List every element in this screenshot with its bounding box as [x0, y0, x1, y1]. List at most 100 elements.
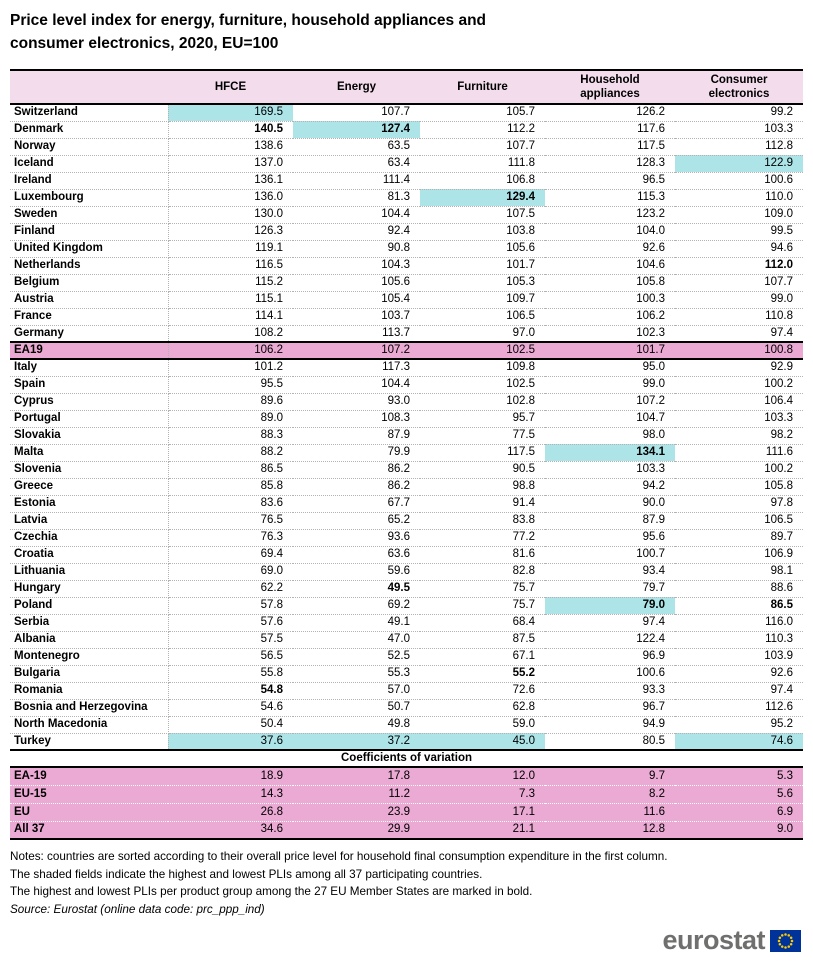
header-row: HFCE Energy Furniture Household applianc…	[10, 68, 803, 106]
row-label: Latvia	[10, 512, 169, 530]
row-label: Poland	[10, 597, 169, 615]
title-line-2: consumer electronics, 2020, EU=100	[10, 35, 279, 53]
value-cell: 62.8	[420, 699, 545, 717]
value-cell: 62.2	[168, 580, 293, 598]
value-cell: 95.6	[545, 529, 675, 547]
row-label: Iceland	[10, 155, 169, 173]
value-cell: 105.6	[420, 240, 545, 258]
table-row: Netherlands 116.5 104.3 101.7 104.6 112.0	[10, 257, 803, 275]
value-cell: 95.5	[168, 376, 293, 394]
value-cell: 107.2	[293, 341, 420, 361]
value-cell: 86.5	[168, 461, 293, 479]
row-label: France	[10, 308, 169, 326]
value-cell: 87.9	[293, 427, 420, 445]
value-cell: 129.4	[420, 189, 545, 207]
row-label: Hungary	[10, 580, 169, 598]
value-cell: 98.2	[675, 427, 803, 445]
value-cell: 103.3	[545, 461, 675, 479]
value-cell: 99.0	[545, 376, 675, 394]
value-cell: 81.3	[293, 189, 420, 207]
value-cell: 106.5	[420, 308, 545, 326]
value-cell: 45.0	[420, 733, 545, 751]
value-cell: 106.2	[168, 341, 293, 361]
value-cell: 49.1	[293, 614, 420, 632]
table-row: Croatia 69.4 63.6 81.6 100.7 106.9	[10, 546, 803, 564]
row-label: Ireland	[10, 172, 169, 190]
value-cell: 98.0	[545, 427, 675, 445]
value-cell: 50.4	[168, 716, 293, 734]
value-cell: 88.3	[168, 427, 293, 445]
value-cell: 87.5	[420, 631, 545, 649]
value-cell: 106.5	[675, 512, 803, 530]
row-label: Montenegro	[10, 648, 169, 666]
notes-block: Notes: countries are sorted according to…	[10, 848, 813, 918]
value-cell: 103.7	[293, 308, 420, 326]
table-row: North Macedonia 50.4 49.8 59.0 94.9 95.2	[10, 716, 803, 734]
value-cell: 92.9	[675, 359, 803, 377]
cv-row: EU 26.8 23.9 17.1 11.6 6.9	[10, 803, 803, 822]
value-cell: 92.4	[293, 223, 420, 241]
table-row: Turkey 37.6 37.2 45.0 80.5 74.6	[10, 733, 803, 751]
value-cell: 54.8	[168, 682, 293, 700]
value-cell: 110.0	[675, 189, 803, 207]
value-cell: 104.7	[545, 410, 675, 428]
table-row: Sweden 130.0 104.4 107.5 123.2 109.0	[10, 206, 803, 224]
value-cell: 91.4	[420, 495, 545, 513]
table-row: Lithuania 69.0 59.6 82.8 93.4 98.1	[10, 563, 803, 581]
cv-section-title: Coefficients of variation	[10, 749, 803, 769]
value-cell: 119.1	[168, 240, 293, 258]
row-label: Luxembourg	[10, 189, 169, 207]
table-row: Romania 54.8 57.0 72.6 93.3 97.4	[10, 682, 803, 700]
value-cell: 57.8	[168, 597, 293, 615]
value-cell: 67.1	[420, 648, 545, 666]
aggregate-row: EA19 106.2 107.2 102.5 101.7 100.8	[10, 341, 803, 361]
value-cell: 68.4	[420, 614, 545, 632]
value-cell: 95.2	[675, 716, 803, 734]
value-cell: 109.0	[675, 206, 803, 224]
column-header: Furniture	[420, 68, 545, 106]
cv-header-row: Coefficients of variation	[10, 749, 803, 769]
value-cell: 104.4	[293, 376, 420, 394]
value-cell: 63.6	[293, 546, 420, 564]
row-label: Czechia	[10, 529, 169, 547]
value-cell: 105.8	[545, 274, 675, 292]
value-cell: 107.5	[420, 206, 545, 224]
value-cell: 89.0	[168, 410, 293, 428]
title-line-1: Price level index for energy, furniture,…	[10, 12, 487, 29]
value-cell: 107.7	[675, 274, 803, 292]
value-cell: 112.8	[675, 138, 803, 156]
value-cell: 100.3	[545, 291, 675, 309]
table-row: France 114.1 103.7 106.5 106.2 110.8	[10, 308, 803, 326]
value-cell: 5.6	[675, 785, 803, 804]
value-cell: 59.0	[420, 716, 545, 734]
table-row: Czechia 76.3 93.6 77.2 95.6 89.7	[10, 529, 803, 547]
value-cell: 99.5	[675, 223, 803, 241]
value-cell: 12.0	[420, 767, 545, 786]
value-cell: 93.0	[293, 393, 420, 411]
value-cell: 115.1	[168, 291, 293, 309]
value-cell: 102.5	[420, 341, 545, 361]
value-cell: 34.6	[168, 821, 293, 841]
row-label: North Macedonia	[10, 716, 169, 734]
value-cell: 9.0	[675, 821, 803, 841]
value-cell: 89.6	[168, 393, 293, 411]
value-cell: 117.3	[293, 359, 420, 377]
value-cell: 29.9	[293, 821, 420, 841]
row-label: All 37	[10, 821, 168, 841]
value-cell: 21.1	[420, 821, 545, 841]
value-cell: 87.9	[545, 512, 675, 530]
value-cell: 76.5	[168, 512, 293, 530]
value-cell: 99.0	[675, 291, 803, 309]
row-label: Belgium	[10, 274, 169, 292]
table-row: Bosnia and Herzegovina 54.6 50.7 62.8 96.7 11…	[10, 699, 803, 717]
value-cell: 111.4	[293, 172, 420, 190]
value-cell: 47.0	[293, 631, 420, 649]
column-header: Consumer electronics	[675, 68, 803, 106]
cv-row: EU-15 14.3 11.2 7.3 8.2 5.6	[10, 785, 803, 804]
value-cell: 86.5	[675, 597, 803, 615]
value-cell: 79.7	[545, 580, 675, 598]
value-cell: 90.8	[293, 240, 420, 258]
column-header: HFCE	[168, 68, 293, 106]
value-cell: 18.9	[168, 767, 293, 786]
value-cell: 99.2	[675, 104, 803, 122]
